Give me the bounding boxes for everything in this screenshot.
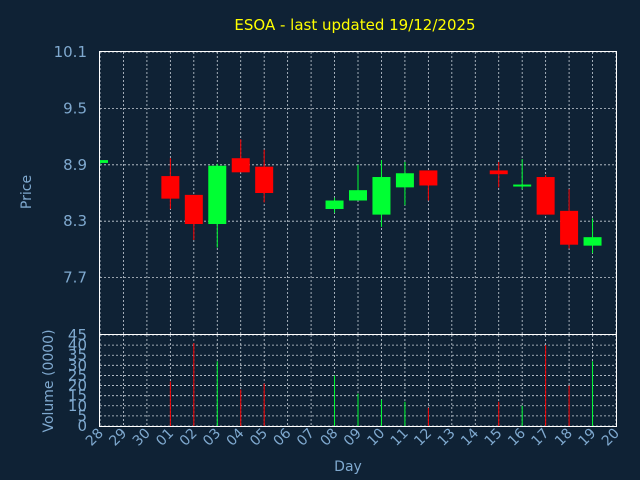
volume-tick-label: 10 [68, 397, 87, 415]
day-tick-label: 05 [247, 426, 271, 450]
day-tick-label: 10 [364, 426, 388, 450]
volume-tick-label: 45 [68, 326, 87, 344]
price-tick-label: 8.9 [63, 156, 87, 174]
candle-body-09 [349, 190, 367, 201]
volume-tick-label: 0 [77, 417, 87, 435]
day-tick-label: 30 [130, 426, 154, 450]
price-candles [99, 139, 602, 254]
candle-body-02 [184, 194, 203, 225]
volume-tick-label: 35 [68, 346, 87, 364]
day-tick-label: 08 [317, 426, 341, 450]
day-tick-label: 29 [106, 426, 130, 450]
price-axis-label: Price [19, 175, 35, 209]
candle-body-11 [395, 173, 414, 188]
candle-body-28 [100, 160, 108, 163]
candle-body-04 [231, 158, 250, 173]
candle-body-16 [513, 184, 532, 187]
volume-tick-label: 5 [77, 407, 87, 425]
candle-body-19 [583, 237, 602, 246]
candle-body-05 [255, 166, 274, 193]
day-tick-label: 12 [411, 426, 435, 450]
day-tick-label: 20 [599, 426, 623, 450]
volume-tick-label: 40 [68, 336, 87, 354]
volume-axis-label: Volume (0000) [41, 329, 57, 432]
day-tick-label: 18 [552, 426, 576, 450]
day-tick-label: 14 [458, 425, 482, 449]
day-tick-label: 04 [224, 425, 248, 449]
day-tick-label: 16 [505, 425, 529, 449]
price-tick-label: 10.1 [54, 43, 87, 61]
price-tick-label: 9.5 [63, 99, 87, 117]
grid-layer [99, 51, 617, 427]
candle-body-08 [325, 200, 344, 209]
day-tick-label: 15 [482, 426, 506, 450]
day-axis-label: Day [334, 459, 362, 475]
candle-body-10 [372, 177, 391, 215]
volume-tick-label: 30 [68, 356, 87, 374]
chart-title: ESOA - last updated 19/12/2025 [234, 16, 475, 34]
candle-body-18 [560, 210, 579, 245]
candle-body-03 [208, 165, 227, 225]
volume-tick-label: 15 [68, 387, 87, 405]
candle-body-01 [161, 176, 180, 199]
volume-tick-label: 25 [68, 366, 87, 384]
volume-panel-frame [99, 334, 617, 427]
candle-body-17 [536, 177, 555, 215]
day-tick-label: 06 [271, 425, 295, 449]
day-tick-label: 09 [341, 426, 365, 450]
price-tick-label: 7.7 [63, 269, 87, 287]
price-tick-label: 8.3 [63, 212, 87, 230]
day-tick-label: 03 [200, 426, 224, 450]
day-tick-label: 01 [153, 426, 177, 450]
candle-body-15 [489, 170, 508, 175]
day-tick-label: 02 [177, 426, 201, 450]
volume-tick-label: 20 [68, 377, 87, 395]
day-tick-label: 19 [575, 426, 599, 450]
candle-body-12 [419, 170, 438, 186]
day-tick-label: 07 [294, 426, 318, 450]
day-tick-label: 13 [435, 426, 459, 450]
volume-bars [169, 343, 594, 426]
day-tick-label: 17 [529, 426, 553, 450]
day-tick-label: 11 [388, 426, 412, 450]
